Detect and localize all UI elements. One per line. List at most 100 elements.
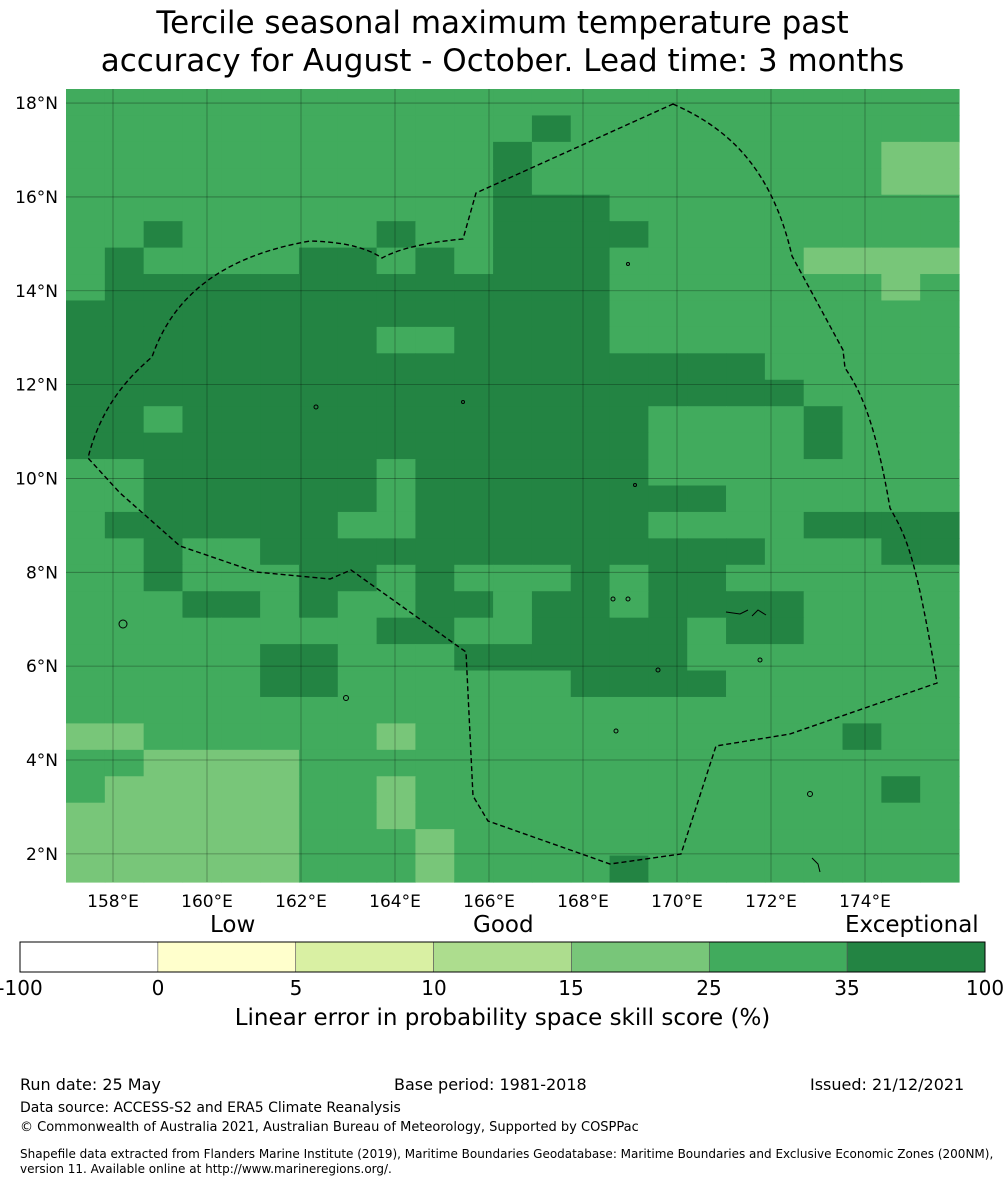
skill-cell [570, 617, 611, 645]
skill-cell [920, 353, 960, 381]
skill-cell [493, 406, 533, 434]
skill-cell [454, 802, 494, 830]
skill-cell [66, 459, 106, 487]
skill-cell [687, 168, 727, 196]
skill-cell [803, 723, 844, 751]
skill-cell [764, 776, 805, 804]
skill-cell [570, 326, 611, 354]
skill-cell [182, 221, 222, 249]
skill-cell [415, 829, 455, 857]
skill-cell [104, 221, 145, 249]
skill-cell [298, 274, 339, 302]
skill-cell [764, 538, 805, 566]
skill-cell [337, 326, 378, 354]
skill-cell [726, 379, 766, 407]
skill-cell [260, 194, 300, 222]
colorbar-segment [157, 941, 297, 973]
skill-cell [143, 353, 184, 381]
skill-cell [648, 802, 688, 830]
skill-cell [803, 89, 844, 117]
skill-cell [920, 802, 960, 830]
skill-cell [182, 432, 222, 460]
skill-cell [376, 723, 417, 751]
skill-cell [143, 406, 184, 434]
skill-cell [920, 485, 960, 513]
skill-cell [803, 829, 844, 857]
skill-cell [609, 168, 649, 196]
skill-cell [415, 274, 455, 302]
skill-cell [842, 749, 882, 777]
skill-cell [726, 300, 766, 328]
skill-cell [609, 670, 649, 698]
skill-cell [531, 617, 572, 645]
lon-tick-label: 160°E [181, 892, 233, 910]
skill-cell [337, 564, 378, 592]
skill-cell [842, 141, 882, 169]
skill-cell [221, 749, 261, 777]
skill-cell [726, 274, 766, 302]
skill-cell [376, 221, 417, 249]
skill-cell [337, 300, 378, 328]
skill-cell [531, 564, 572, 592]
skill-cell [415, 591, 455, 619]
skill-cell [726, 247, 766, 275]
skill-cell [260, 168, 300, 196]
skill-cell [648, 274, 688, 302]
skill-cell [570, 141, 611, 169]
skill-cell [415, 564, 455, 592]
skill-cell [337, 274, 378, 302]
skill-cell [842, 274, 882, 302]
run-date: Run date: 25 May [20, 1075, 161, 1094]
skill-cell [66, 696, 106, 724]
skill-cell [920, 406, 960, 434]
skill-cell [182, 511, 222, 539]
skill-cell [454, 194, 494, 222]
skill-cell [648, 459, 688, 487]
skill-cell [415, 326, 455, 354]
skill-cell [842, 485, 882, 513]
skill-cell [726, 326, 766, 354]
skill-cell [920, 749, 960, 777]
skill-cell [570, 644, 611, 672]
skill-cell [881, 406, 921, 434]
skill-cell [298, 696, 339, 724]
skill-cell [881, 696, 921, 724]
skill-cell [726, 855, 766, 883]
skill-cell [648, 406, 688, 434]
skill-cell [104, 300, 145, 328]
skill-cell [337, 141, 378, 169]
skill-cell [493, 326, 533, 354]
skill-cell [493, 89, 533, 117]
island [633, 483, 637, 487]
skill-cell [803, 644, 844, 672]
skill-cell [182, 353, 222, 381]
skill-cell [104, 723, 145, 751]
island [461, 400, 465, 404]
skill-cell [260, 670, 300, 698]
cb-tick: 100 [965, 976, 1005, 1000]
skill-cell [648, 221, 688, 249]
skill-cell [260, 432, 300, 460]
title-line-2: accuracy for August - October. Lead time… [100, 43, 905, 79]
skill-cell [842, 696, 882, 724]
skill-cell [842, 802, 882, 830]
skill-cell [609, 776, 649, 804]
skill-cell [415, 644, 455, 672]
skill-cell [531, 406, 572, 434]
skill-cell [260, 802, 300, 830]
skill-cell [687, 696, 727, 724]
skill-cell [337, 670, 378, 698]
cb-tick: 25 [696, 976, 722, 1000]
skill-cell [609, 247, 649, 275]
skill-cell [337, 802, 378, 830]
skill-cell [493, 644, 533, 672]
skill-cell [920, 511, 960, 539]
skill-cell [260, 749, 300, 777]
skill-cell [687, 511, 727, 539]
skill-cell [337, 406, 378, 434]
skill-cell [842, 326, 882, 354]
skill-cell [764, 696, 805, 724]
skill-cell [570, 274, 611, 302]
skill-cell [66, 617, 106, 645]
lon-tick-label: 170°E [651, 892, 703, 910]
